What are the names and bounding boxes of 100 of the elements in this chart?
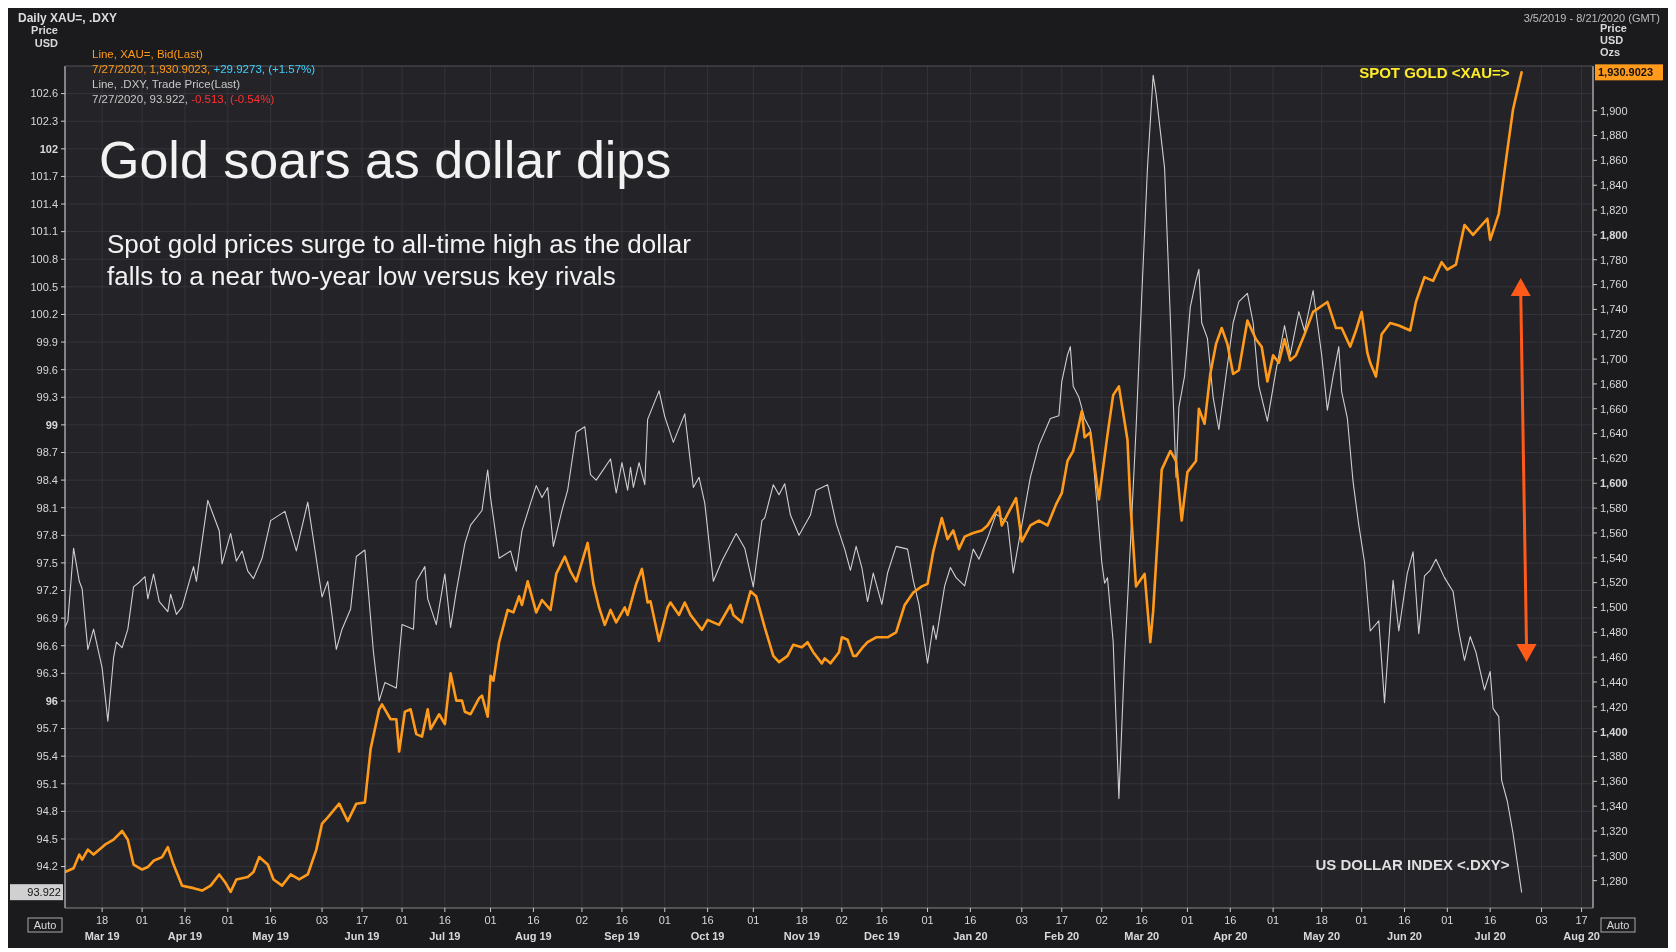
text: 1,930.9023 xyxy=(1598,66,1654,79)
y-tick-label: 96.3 xyxy=(36,667,58,680)
y2-tick-label: 1,680 xyxy=(1600,377,1628,390)
y-tick-label: 102 xyxy=(39,142,58,155)
x-tick-label: 16 Dec 19 xyxy=(864,914,900,942)
y-tick-label: 101.1 xyxy=(30,225,58,238)
y-tick-label: 100.2 xyxy=(30,308,58,321)
y-tick-label: 102.3 xyxy=(30,115,58,128)
y2-axis-title: Price USD Ozs xyxy=(1600,22,1627,58)
x-tick-label: 16 Aug 19 xyxy=(515,914,552,942)
x-tick-label: 16 Apr 20 xyxy=(1213,914,1248,942)
x-tick-label: 17 Jun 19 xyxy=(344,914,380,942)
text: 93.922 xyxy=(27,886,61,899)
x-tick-label: 16 Jul 20 xyxy=(1474,914,1506,942)
y2-tick-label: 1,660 xyxy=(1600,402,1628,415)
y-tick-label: 96.6 xyxy=(36,639,58,652)
y2-tick-label: 1,500 xyxy=(1600,601,1628,614)
x-tick-label: 02 xyxy=(575,914,589,926)
x-tick-label: 03 xyxy=(1015,914,1028,926)
y2-tick-label: 1,360 xyxy=(1600,775,1628,788)
x-tick-label: 16 Jun 20 xyxy=(1387,914,1422,942)
x-tick-label: 01 xyxy=(484,914,497,926)
x-tick-label: 01 xyxy=(747,914,760,926)
x-tick-label: 17 Feb 20 xyxy=(1044,914,1080,942)
y-axis-title: Price USD xyxy=(31,24,59,49)
annotation: Line, .DXY, Trade Price(Last) xyxy=(92,78,241,90)
annotation: 7/27/2020, 1,930.9023, +29.9273, (+1.57%) xyxy=(92,63,316,75)
x-tick-label: 01 xyxy=(395,914,409,926)
x-tick-label: 16 Oct 19 xyxy=(690,914,725,942)
y-tick-label: 95.4 xyxy=(36,750,58,763)
y-tick-label: 96.9 xyxy=(36,611,58,624)
y2-tick-label: 1,840 xyxy=(1600,179,1628,192)
annotation: 7/27/2020, 93.922, -0.513, (-0.54%) xyxy=(92,93,275,105)
x-tick-label: 01 xyxy=(221,914,234,926)
y2-tick-label: 1,820 xyxy=(1600,203,1628,216)
y2-tick-label: 1,880 xyxy=(1600,129,1628,142)
y-tick-label: 99.9 xyxy=(36,335,58,348)
y2-tick-label: 1,420 xyxy=(1600,700,1628,713)
y2-tick-label: 1,560 xyxy=(1600,526,1628,539)
y2-tick-label: 1,440 xyxy=(1600,675,1628,688)
y-tick-label: 99 xyxy=(45,418,58,431)
y2-tick-label: 1,620 xyxy=(1600,452,1628,465)
text: Line, XAU=, Bid(Last) xyxy=(92,48,204,60)
y2-tick-label: 1,540 xyxy=(1600,551,1628,564)
x-tick-label: 01 xyxy=(921,914,934,926)
y2-tick-label: 1,340 xyxy=(1600,800,1628,813)
y-tick-label: 97.2 xyxy=(36,584,58,597)
y2-tick-label: 1,600 xyxy=(1600,477,1628,490)
y-tick-label: 99.3 xyxy=(36,391,58,404)
y2-tick-label: 1,580 xyxy=(1600,501,1628,514)
x-tick-label: 01 xyxy=(135,914,149,926)
x-tick-label: 01 xyxy=(658,914,671,926)
x-tick-label: 02 xyxy=(1095,914,1108,926)
y2-tick-label: 1,380 xyxy=(1600,750,1628,763)
y-tick-label: 97.8 xyxy=(36,529,58,542)
y2-tick-label: 1,300 xyxy=(1600,849,1628,862)
y2-tick-label: 1,900 xyxy=(1600,104,1628,117)
x-tick-label: 01 xyxy=(1441,914,1454,926)
x-tick-label: 01 xyxy=(1355,914,1368,926)
y-tick-label: 94.5 xyxy=(36,832,58,845)
x-tick-label: 03 xyxy=(1535,914,1548,926)
y-tick-label: 100.5 xyxy=(30,280,58,293)
y2-tick-label: 1,460 xyxy=(1600,650,1628,663)
text: Daily XAU=, .DXY xyxy=(18,11,118,25)
series-label: SPOT GOLD <XAU=> xyxy=(1359,64,1510,82)
x-tick-label: 16 Apr 19 xyxy=(167,914,203,942)
y-tick-label: 94.2 xyxy=(36,860,58,873)
y2-tick-label: 1,780 xyxy=(1600,253,1628,266)
x-tick-label: 02 xyxy=(835,914,848,926)
y2-tick-label: 1,480 xyxy=(1600,626,1628,639)
x-tick-label: 16 Mar 20 xyxy=(1124,914,1160,942)
y-tick-label: 98.1 xyxy=(36,501,58,514)
y2-tick-label: 1,860 xyxy=(1600,154,1628,167)
y2-tick-label: 1,720 xyxy=(1600,328,1628,341)
y-tick-label: 101.4 xyxy=(30,197,58,210)
auto-button: Auto xyxy=(27,917,63,933)
y-tick-label: 96 xyxy=(45,694,58,707)
y-tick-label: 98.4 xyxy=(36,473,58,486)
x-tick-label: 18 Nov 19 xyxy=(783,914,820,942)
series-label: US DOLLAR INDEX <.DXY> xyxy=(1315,856,1510,874)
y-tick-label: 95.1 xyxy=(36,777,58,790)
y-tick-label: 101.7 xyxy=(30,170,58,183)
auto-button: Auto xyxy=(1600,917,1636,933)
y2-tick-label: 1,320 xyxy=(1600,824,1628,837)
y-tick-label: 98.7 xyxy=(36,446,58,459)
x-tick-label: 16 Jul 19 xyxy=(429,914,461,942)
y2-tick-label: 1,400 xyxy=(1600,725,1628,738)
y-tick-label: 97.5 xyxy=(36,556,58,569)
y2-tick-label: 1,520 xyxy=(1600,576,1628,589)
text: Gold soars as dollar dips xyxy=(99,131,672,189)
x-tick-label: 18 Mar 19 xyxy=(84,914,120,942)
y2-tick-label: 1,760 xyxy=(1600,278,1628,291)
y-tick-label: 95.7 xyxy=(36,722,58,735)
y-tick-label: 100.8 xyxy=(30,253,58,266)
y2-tick-label: 1,640 xyxy=(1600,427,1628,440)
y2-tick-label: 1,740 xyxy=(1600,303,1628,316)
x-tick-label: 17 Aug 20 xyxy=(1563,914,1600,942)
text: Spot gold prices surge to all-time high as the dollar falls to a near two-year low versus key rivals xyxy=(107,229,692,291)
x-tick-label: 18 May 20 xyxy=(1303,914,1341,942)
x-tick-label: 16 May 19 xyxy=(252,914,289,942)
